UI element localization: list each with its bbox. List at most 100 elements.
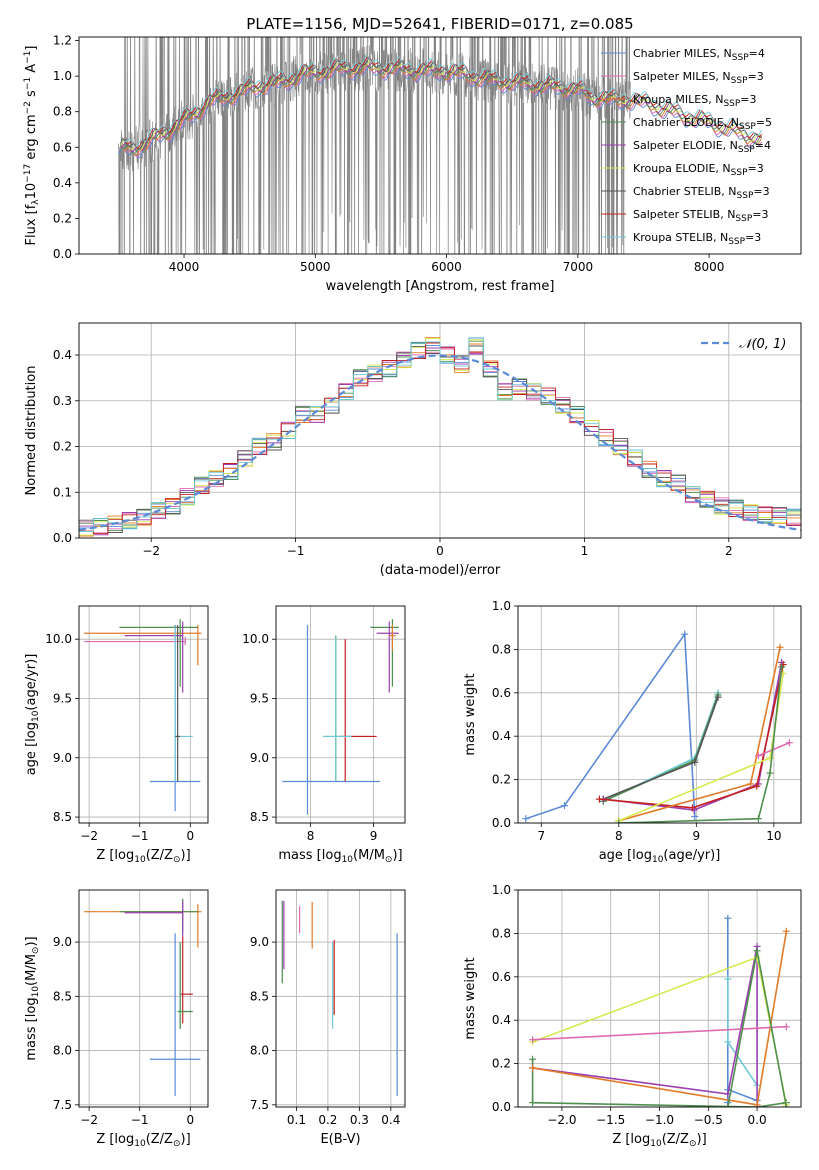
errorbar-6 bbox=[175, 624, 181, 782]
x-tick-label: −1 bbox=[131, 829, 149, 843]
axes-frame bbox=[78, 36, 802, 255]
y-tick-label: 1.0 bbox=[492, 599, 511, 613]
grid-mass-weight-vs-Z bbox=[518, 889, 801, 1108]
y-tick-label: 0.2 bbox=[492, 1057, 511, 1071]
y-axis-label: age [log10(age/yr)] bbox=[24, 654, 41, 776]
panel-age-vs-Z: −2 −1 0 8.5 9.0 9.5 10.0 Z [log10(Z/Z⊙)] age [lo… bbox=[24, 605, 209, 865]
plot-area-mass-vs-Z bbox=[84, 898, 202, 1097]
x-axis-label: age [log10(age/yr)] bbox=[599, 848, 721, 865]
plot-area-age-vs-Z bbox=[84, 619, 202, 812]
errorbar-4 bbox=[180, 936, 193, 1024]
y-axis-label-group: mass [log10(M/M⊙)] bbox=[24, 936, 41, 1060]
x-tick-label: 1 bbox=[581, 544, 589, 558]
y-tick-label: 8.5 bbox=[250, 810, 269, 824]
legend-entry: 𝒩(0, 1) bbox=[739, 337, 786, 352]
y-axis-label-group: age [log10(age/yr)] bbox=[24, 654, 41, 776]
series-line bbox=[603, 696, 719, 800]
x-tick-label: 7000 bbox=[563, 260, 594, 274]
y-tick-label: 0.8 bbox=[492, 926, 511, 940]
y-tick-label: 0.6 bbox=[492, 970, 511, 984]
axes-frame bbox=[517, 889, 802, 1108]
x-tick-label: −0.5 bbox=[694, 1113, 723, 1127]
errorbar-1 bbox=[323, 635, 371, 782]
y-axis-label-group: mass weight bbox=[463, 957, 478, 1039]
grid-mass-vs-EBV bbox=[276, 890, 405, 1107]
x-tick-label: 7 bbox=[537, 829, 545, 843]
y-tick-label: 10.0 bbox=[242, 632, 269, 646]
series-line bbox=[532, 946, 758, 1107]
x-tick-label: 0.0 bbox=[748, 1113, 767, 1127]
x-tick-label: −2.0 bbox=[547, 1113, 576, 1127]
x-tick-label: 8 bbox=[307, 829, 315, 843]
x-tick-label: 6000 bbox=[431, 260, 462, 274]
x-tick-label: 0 bbox=[186, 1113, 194, 1127]
legend-entry: Chabrier ELODIE, NSSP=5 bbox=[633, 116, 772, 132]
legend-entry: Kroupa ELODIE, NSSP=3 bbox=[633, 162, 764, 178]
y-tick-label: 9.0 bbox=[250, 935, 269, 949]
grid-age-vs-Z bbox=[79, 606, 208, 823]
y-axis-label-group: mass weight bbox=[463, 673, 478, 755]
series-4 bbox=[529, 927, 790, 1107]
normal-curve bbox=[79, 354, 801, 532]
data-spectrum bbox=[118, 37, 631, 254]
errorbar-4 bbox=[370, 619, 399, 687]
axes-frame bbox=[275, 889, 406, 1108]
panel-mass-vs-Z: −2 −1 0 7.5 8.0 8.5 9.0 Z [log10(Z/Z⊙)] mass [lo… bbox=[24, 889, 209, 1149]
model-line-7 bbox=[120, 56, 762, 149]
panel-age-vs-mass: 8 9 8.5 9.0 9.5 10.0 mass [log10(M/M⊙)] bbox=[242, 605, 406, 865]
axes-frame bbox=[78, 605, 209, 824]
x-tick-label: −2 bbox=[80, 829, 98, 843]
y-tick-label: 0.4 bbox=[53, 176, 72, 190]
legend-entry: Chabrier MILES, NSSP=4 bbox=[633, 47, 765, 63]
y-tick-label: 8.0 bbox=[250, 1044, 269, 1058]
series-line bbox=[618, 666, 783, 823]
x-axis-label: Z [log10(Z/Z⊙)] bbox=[96, 1132, 190, 1149]
axes-frame bbox=[517, 605, 802, 824]
series-line bbox=[618, 647, 781, 822]
x-tick-label: −1 bbox=[131, 1113, 149, 1127]
series-line bbox=[602, 694, 719, 803]
plot-area-mass-weight-vs-Z bbox=[529, 914, 790, 1107]
x-tick-label: 4000 bbox=[169, 260, 200, 274]
series-5 bbox=[595, 661, 787, 812]
y-tick-label: 0.8 bbox=[492, 642, 511, 656]
series-6 bbox=[615, 643, 784, 823]
errorbar-2 bbox=[119, 898, 198, 932]
series-6 bbox=[529, 1023, 790, 1044]
plot-area-age-vs-mass bbox=[282, 619, 399, 815]
plot-area-mass-weight-vs-age bbox=[522, 630, 793, 823]
errorbar-1 bbox=[84, 904, 202, 948]
series-0 bbox=[724, 914, 761, 1107]
grid-mass-vs-Z bbox=[79, 890, 208, 1107]
x-tick-label: −2 bbox=[142, 544, 160, 558]
panel-mass-vs-EBV: 0.1 0.2 0.3 0.4 7.5 8.0 8.5 9.0 E(B-V) bbox=[250, 889, 406, 1147]
x-tick-label: 9 bbox=[370, 829, 378, 843]
errorbar-2 bbox=[84, 624, 202, 666]
y-tick-label: 0.4 bbox=[492, 1013, 511, 1027]
model-line-5 bbox=[120, 59, 762, 151]
axes-frame bbox=[275, 605, 406, 824]
legend: 𝒩(0, 1) bbox=[701, 337, 786, 352]
x-tick-label: −2 bbox=[80, 1113, 98, 1127]
x-axis-label: Z [log10(Z/Z⊙)] bbox=[96, 848, 190, 865]
x-axis-label: E(B-V) bbox=[320, 1132, 360, 1147]
y-tick-label: 1.2 bbox=[53, 34, 72, 48]
series-3 bbox=[529, 942, 761, 1107]
panel-residuals: −2 −1 0 1 2 0.0 0.1 0.2 0.3 0.4 𝒩(0, 1) (data-model… bbox=[24, 322, 802, 578]
series-7 bbox=[724, 947, 790, 1107]
y-tick-label: 9.5 bbox=[250, 691, 269, 705]
plot-area-mass-vs-EBV bbox=[281, 900, 398, 1097]
model-line-8 bbox=[120, 55, 762, 148]
series-line bbox=[599, 664, 784, 809]
y-axis-label: mass weight bbox=[463, 957, 478, 1039]
x-tick-label: −1.0 bbox=[645, 1113, 674, 1127]
y-tick-label: 0.4 bbox=[492, 729, 511, 743]
model-line-6 bbox=[120, 58, 762, 150]
errorbar-3 bbox=[323, 636, 352, 782]
y-axis-label-group: Normed distribution bbox=[24, 366, 39, 496]
y-tick-label: 9.0 bbox=[250, 751, 269, 765]
series-2 bbox=[599, 691, 722, 805]
figure-title: PLATE=1156, MJD=52641, FIBERID=0171, z=0… bbox=[246, 15, 633, 33]
y-tick-label: 0.1 bbox=[53, 485, 72, 499]
y-tick-label: 7.5 bbox=[250, 1098, 269, 1112]
